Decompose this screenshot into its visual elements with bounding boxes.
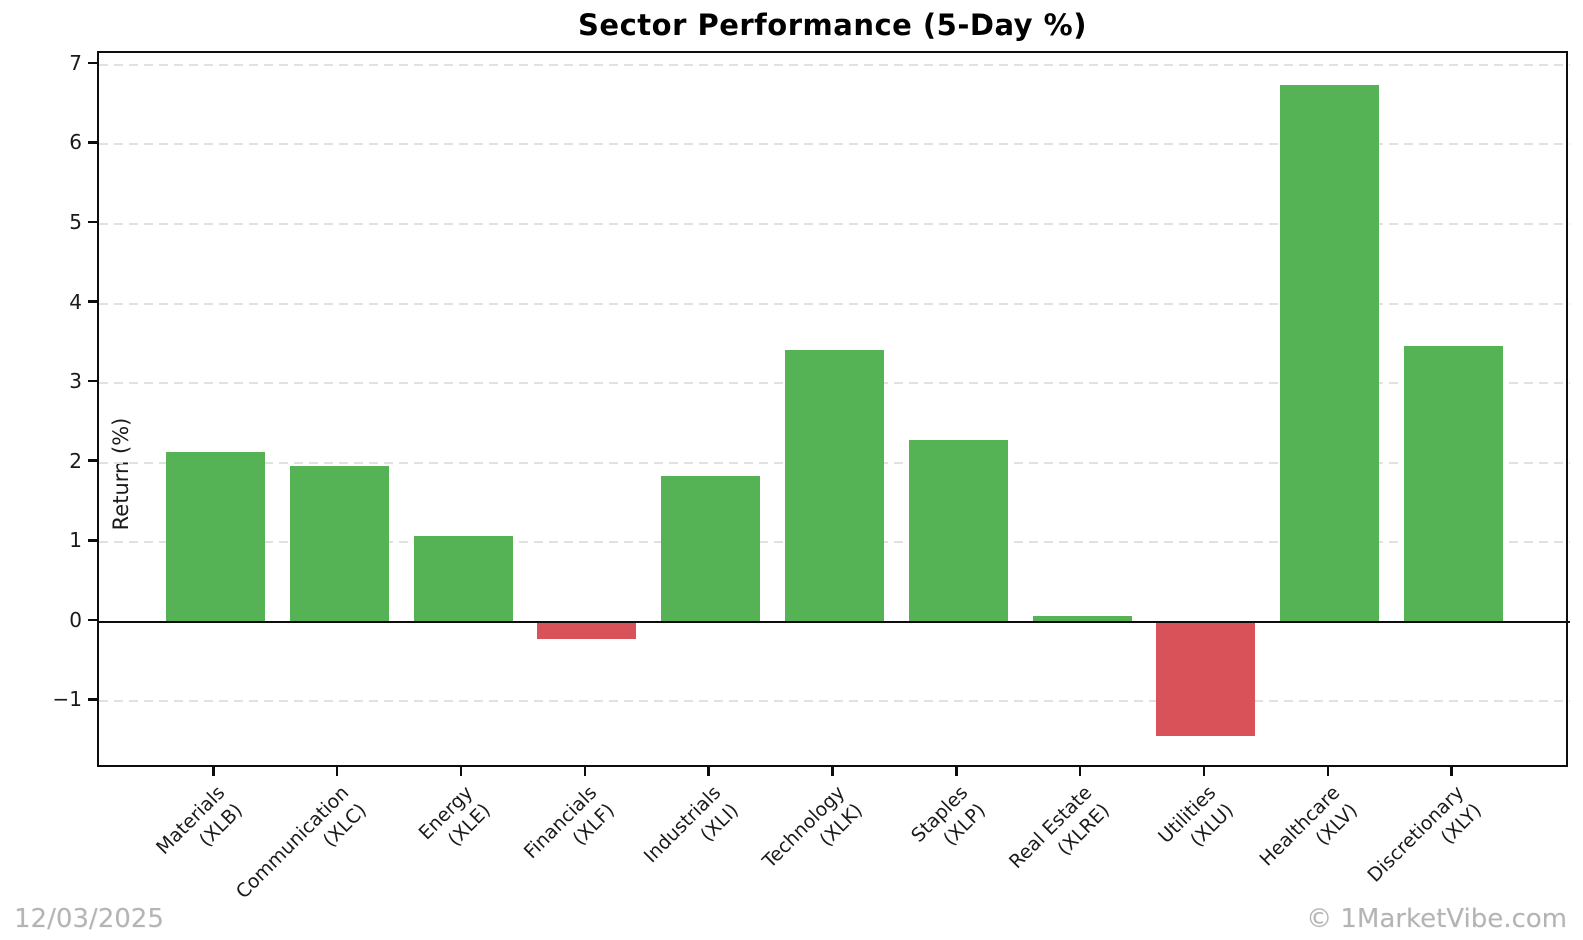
x-tick-mark bbox=[583, 767, 587, 776]
bar-discretionary bbox=[1404, 345, 1504, 622]
y-tick-label: 1 bbox=[69, 528, 82, 553]
y-tick-mark bbox=[88, 539, 97, 542]
x-tick-mark bbox=[1202, 767, 1206, 776]
x-tick-mark bbox=[459, 767, 463, 776]
y-tick-mark bbox=[88, 379, 97, 383]
y-tick-mark bbox=[88, 141, 97, 144]
gridline bbox=[99, 143, 1570, 146]
y-tick-mark bbox=[88, 618, 97, 622]
bar-staples bbox=[908, 439, 1008, 622]
plot-area: Return (%) bbox=[97, 51, 1570, 767]
y-tick-label: 3 bbox=[69, 369, 82, 394]
x-tick-mark bbox=[955, 767, 958, 776]
brand-watermark: © 1MarketVibe.com bbox=[1306, 904, 1567, 934]
bar-technology bbox=[784, 349, 885, 622]
y-tick-mark bbox=[88, 220, 97, 224]
y-tick-mark bbox=[88, 300, 97, 303]
y-axis-label: Return (%) bbox=[109, 417, 133, 531]
y-tick-label: 4 bbox=[69, 289, 82, 314]
x-tick-mark bbox=[212, 767, 215, 776]
y-tick-label: 7 bbox=[69, 50, 82, 75]
bar-real-estate bbox=[1032, 616, 1132, 622]
bar-healthcare bbox=[1280, 84, 1380, 622]
y-tick-label: 0 bbox=[69, 607, 82, 632]
bar-utilities bbox=[1156, 621, 1256, 736]
bar-financials bbox=[537, 621, 637, 640]
y-tick-label: −1 bbox=[52, 687, 82, 712]
x-tick-mark bbox=[707, 767, 710, 776]
chart-title: Sector Performance (5-Day %) bbox=[578, 8, 1087, 42]
bar-communication bbox=[289, 465, 389, 622]
x-tick-mark bbox=[335, 767, 339, 776]
y-tick-label: 5 bbox=[69, 210, 82, 235]
bar-industrials bbox=[661, 476, 761, 622]
gridline bbox=[99, 63, 1570, 66]
gridline bbox=[99, 223, 1570, 226]
x-tick-mark bbox=[1326, 767, 1330, 776]
x-tick-mark bbox=[831, 767, 834, 776]
y-tick-label: 6 bbox=[69, 130, 82, 155]
x-tick-mark bbox=[1450, 767, 1453, 776]
zero-axis-line bbox=[99, 620, 1570, 624]
bar-energy bbox=[413, 535, 513, 622]
date-watermark: 12/03/2025 bbox=[14, 904, 164, 934]
y-tick-mark bbox=[88, 61, 97, 65]
y-tick-mark bbox=[88, 459, 97, 462]
y-tick-label: 2 bbox=[69, 448, 82, 473]
y-tick-mark bbox=[88, 698, 97, 701]
x-tick-mark bbox=[1078, 767, 1082, 776]
gridline bbox=[99, 700, 1570, 703]
gridline bbox=[99, 302, 1570, 305]
bar-materials bbox=[165, 452, 265, 622]
